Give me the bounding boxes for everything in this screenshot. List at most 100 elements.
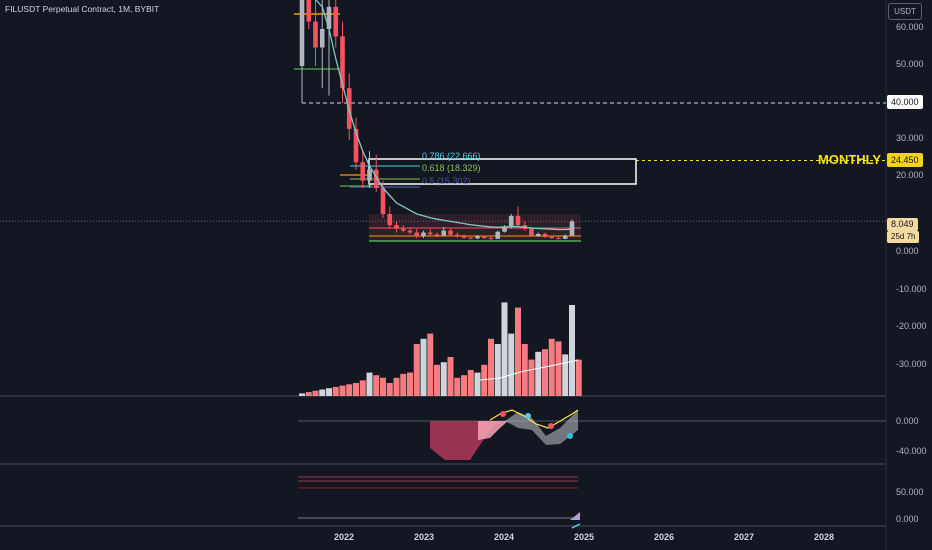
volume-bar [542,349,548,396]
volume-bar [461,375,467,396]
fib-level-05: 0.5 (15.302) [422,176,471,186]
time-axis-label: 2025 [573,532,595,542]
time-axis-label: 2022 [333,532,355,542]
volume-bar [548,338,555,396]
candle-body [542,233,548,237]
candle-body [508,215,514,227]
volume-bar [393,377,400,396]
candle-body [319,29,325,48]
volume-bar [481,364,488,396]
candle-body [562,235,568,239]
volume-bar [413,344,420,396]
volume-bar [407,372,413,396]
candle-body [549,236,555,239]
oscillator-cloud [505,410,578,445]
moving-average-line [302,0,573,231]
volume-axis-label: -20.000 [896,321,927,331]
oscillator-dot [500,411,506,417]
volume-bar [299,393,305,396]
price-axis-label: 50.000 [896,59,924,69]
candle-body [475,236,480,239]
volume-bar [326,388,332,396]
volume-bar [562,354,569,396]
candle-body [353,128,359,163]
candle-body [535,233,541,237]
candle-series [299,0,575,240]
oscillator-axis-label: 0.000 [896,416,919,426]
volume-bar [494,344,501,396]
volume-bar [346,384,353,396]
volume-bar [454,377,461,396]
candle-body [380,188,386,214]
candle-body [299,0,305,66]
candle-body [400,228,406,231]
last-price-tag: 8.049 [887,218,918,231]
volume-bar [305,392,312,396]
price-axis-label: 60.000 [896,22,924,32]
oscillator-dot [567,433,573,439]
monthly-annotation: MONTHLY [818,152,882,167]
oscillator-cloud [478,421,508,440]
candle-body [461,236,467,238]
oscillator-dot [525,413,531,419]
volume-bar [440,362,447,396]
currency-button[interactable]: USDT [888,3,922,20]
candle-body [306,0,312,22]
candle-body [394,225,399,229]
volume-bar [386,383,393,396]
bar-countdown-tag: 25d 7h [887,231,920,243]
volume-bar [447,357,454,396]
rsi-axis-label: 0.000 [896,514,919,524]
volume-bar [508,333,515,396]
volume-bar [467,370,474,396]
volume-bar [521,344,528,396]
time-axis-label: 2026 [653,532,675,542]
rsi-axis-label: 50.000 [896,487,924,497]
candle-body [569,221,575,236]
candle-body [414,232,420,237]
volume-bar [488,338,494,396]
candle-body [387,214,393,226]
candle-body [340,36,345,89]
volume-bar [353,383,359,396]
volume-bar [501,302,508,396]
volume-bar [359,380,366,396]
volume-ma-line [479,359,579,381]
price-axis-label: 20.000 [896,170,924,180]
candle-body [313,21,318,48]
monthly-zone-box [368,158,637,185]
candle-body [333,6,339,37]
volume-bar [515,307,521,396]
candle-body [407,230,413,233]
volume-bar [366,372,373,396]
oscillator-axis-label: -40.000 [896,446,927,456]
candle-body [448,230,453,235]
candle-body [468,237,474,239]
oscillator-dot [548,423,554,429]
time-axis-label: 2023 [413,532,435,542]
candle-body [454,234,460,237]
volume-bar [380,377,386,396]
rsi-marker [570,512,580,520]
fib-level-0786: 0.786 (22.666) [422,151,481,161]
volume-bar [319,389,326,396]
volume-bar [373,375,380,396]
rsi-series [298,476,581,529]
volume-bar [420,338,427,396]
time-axis-label: 2027 [733,532,755,542]
volume-bar [427,333,434,396]
candle-body [495,231,501,239]
volume-bar [474,372,481,396]
candle-body [556,238,561,240]
candle-body [529,228,534,237]
candle-body [427,232,433,235]
volume-bar [555,341,562,396]
volume-axis-label: -10.000 [896,284,927,294]
candle-body [441,230,447,236]
monthly-level-tag: 24.450 [887,153,923,167]
volume-axis-label: -30.000 [896,359,927,369]
candle-body [488,238,494,240]
fib-level-0618: 0.618 (18.329) [422,163,481,173]
volume-series [299,302,582,396]
